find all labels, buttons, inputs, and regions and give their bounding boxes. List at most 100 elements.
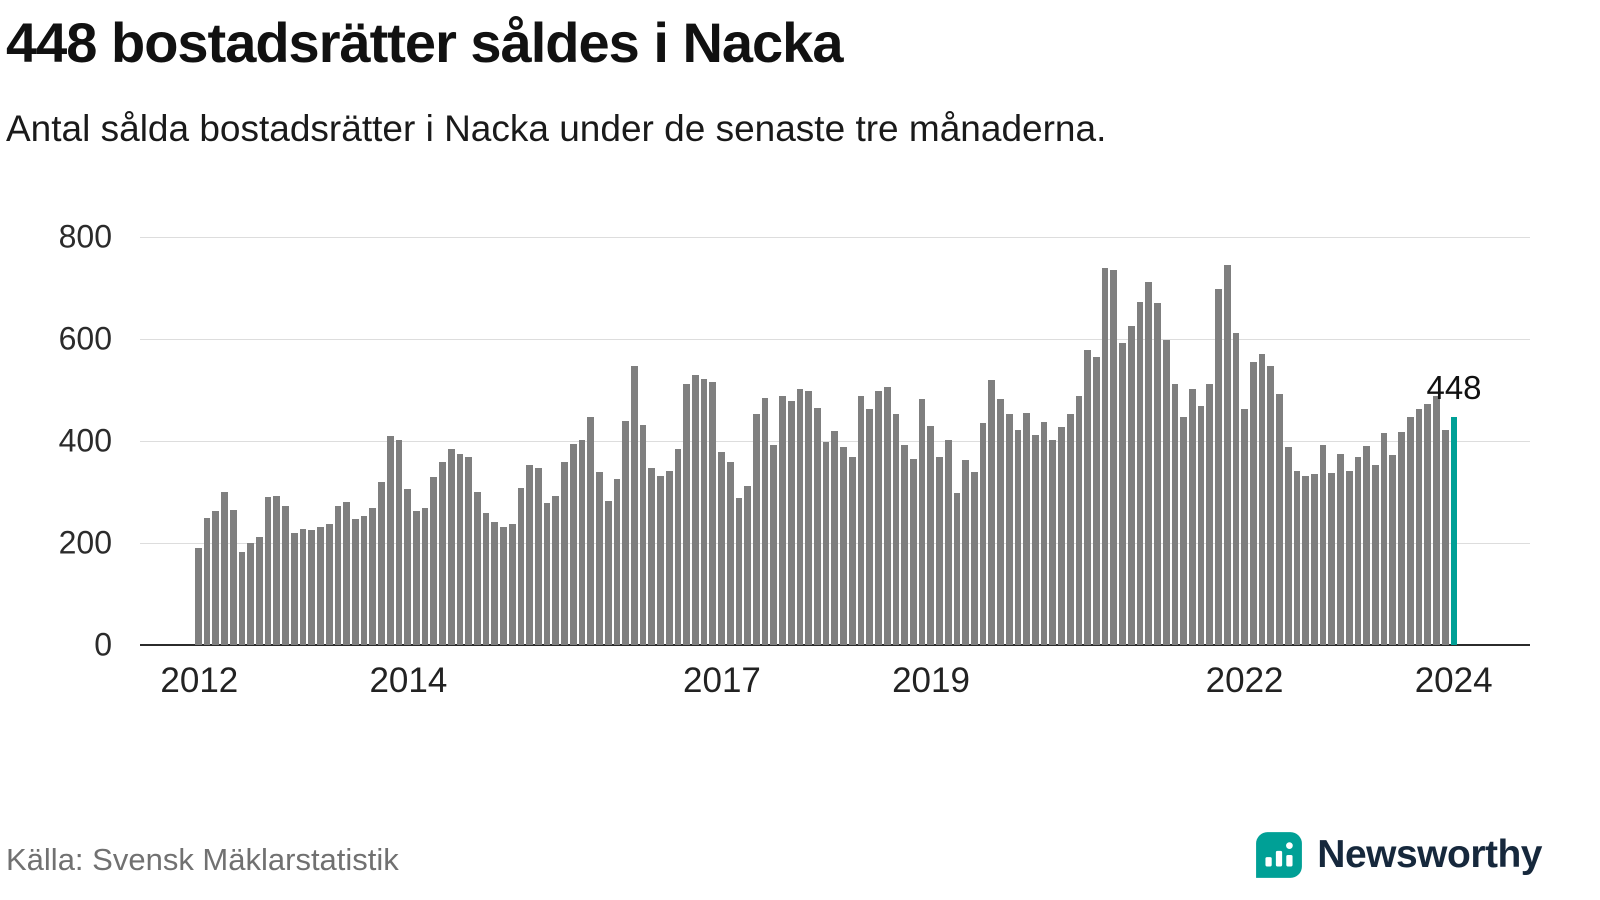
bar xyxy=(770,445,778,645)
x-tick-label: 2024 xyxy=(1414,661,1493,700)
page-title: 448 bostadsrätter såldes i Nacka xyxy=(6,11,843,74)
bar xyxy=(1049,439,1057,645)
bar xyxy=(369,508,377,645)
bar xyxy=(1136,302,1144,645)
bar xyxy=(508,523,516,645)
bar xyxy=(212,511,220,645)
bar xyxy=(561,462,568,645)
bar xyxy=(962,460,969,645)
bar xyxy=(683,383,690,645)
bar xyxy=(299,528,307,645)
bar xyxy=(1093,356,1100,645)
bar xyxy=(1302,475,1309,645)
bar xyxy=(901,445,908,645)
bar xyxy=(622,420,629,645)
bar xyxy=(1066,414,1074,645)
bar xyxy=(700,378,708,645)
bar xyxy=(569,443,577,645)
gridline xyxy=(140,236,1530,238)
bar-highlighted xyxy=(1450,416,1458,645)
bar xyxy=(909,458,917,645)
bar xyxy=(247,543,255,645)
bar xyxy=(1311,474,1318,645)
bar xyxy=(1249,361,1257,645)
bar xyxy=(988,379,996,645)
bar xyxy=(761,397,769,645)
bar xyxy=(936,457,943,645)
bar xyxy=(892,414,900,645)
bar xyxy=(1232,332,1240,645)
last-value-annotation: 448 xyxy=(1426,368,1482,406)
bar xyxy=(848,457,856,645)
bar xyxy=(1162,340,1170,645)
bar xyxy=(944,439,952,645)
bar xyxy=(491,521,499,645)
bar xyxy=(726,462,734,645)
bar xyxy=(517,487,525,645)
bar xyxy=(334,506,342,645)
bar xyxy=(1032,434,1039,645)
bar xyxy=(1084,350,1092,645)
bar xyxy=(1180,416,1187,645)
bar xyxy=(195,548,202,645)
bar xyxy=(1328,472,1336,645)
bar xyxy=(866,409,874,645)
bar xyxy=(552,496,560,645)
x-tick-label: 2022 xyxy=(1205,661,1284,700)
bar xyxy=(317,526,324,645)
x-tick-label: 2014 xyxy=(369,661,448,700)
bar xyxy=(465,457,472,645)
bar xyxy=(1171,383,1179,645)
bar xyxy=(787,401,795,645)
bars-layer: 448 xyxy=(195,237,1482,645)
bar xyxy=(953,493,961,645)
bar xyxy=(474,492,481,645)
bar xyxy=(1276,394,1283,645)
bar xyxy=(1119,343,1126,645)
bar xyxy=(1337,453,1344,645)
bar xyxy=(500,526,507,645)
page-subtitle: Antal sålda bostadsrätter i Nacka under … xyxy=(6,108,1107,149)
bar xyxy=(351,518,359,645)
x-tick-label: 2017 xyxy=(683,661,761,700)
bar xyxy=(1058,426,1065,645)
bar xyxy=(735,498,743,645)
bar xyxy=(1206,383,1214,645)
x-tick-label: 2012 xyxy=(160,661,239,700)
bar xyxy=(1241,409,1248,645)
bar xyxy=(1441,429,1449,645)
bar xyxy=(1075,396,1083,645)
bar xyxy=(674,448,682,645)
bar xyxy=(779,396,786,645)
bar xyxy=(796,388,804,645)
bar xyxy=(360,516,368,645)
bar xyxy=(1040,421,1048,645)
bar xyxy=(1389,455,1397,645)
x-tick-label: 2019 xyxy=(892,661,970,700)
bar xyxy=(979,423,987,645)
bar xyxy=(447,448,455,645)
bar xyxy=(648,467,656,645)
newsworthy-logo-icon xyxy=(1256,832,1303,878)
x-axis-labels: 2012 2014 2017 2019 2022 2024 xyxy=(160,645,1492,700)
bar xyxy=(997,399,1004,645)
bar xyxy=(386,435,394,645)
bar xyxy=(1319,445,1327,645)
bar xyxy=(543,503,551,645)
bar xyxy=(395,439,403,645)
bar xyxy=(1197,406,1205,645)
bar xyxy=(718,452,725,645)
bar xyxy=(1188,388,1196,645)
bar xyxy=(578,439,586,645)
x-axis-baseline xyxy=(140,644,1530,646)
y-axis-labels: 0 200 400 600 800 xyxy=(0,219,112,663)
bar xyxy=(805,391,813,645)
bar xyxy=(221,492,228,645)
bar xyxy=(596,471,603,645)
y-tick-label: 800 xyxy=(58,218,112,255)
bar xyxy=(857,396,865,645)
bar xyxy=(1267,365,1275,645)
bar xyxy=(1258,354,1266,645)
bar xyxy=(1215,289,1222,645)
